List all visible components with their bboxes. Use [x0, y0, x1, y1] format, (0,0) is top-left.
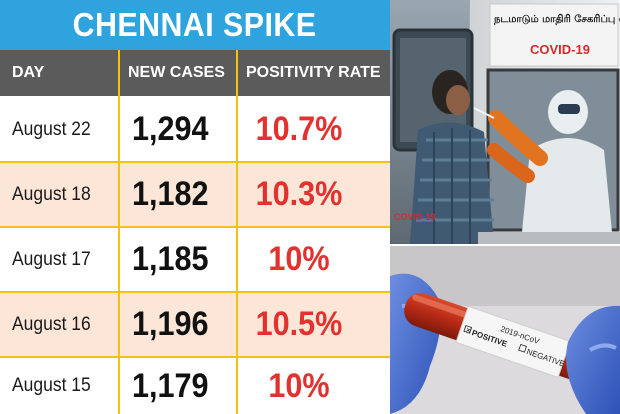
row-positivity-rate: 10.7%	[255, 110, 343, 148]
table-row: August 18 1,182 10.3%	[0, 163, 390, 226]
table-row: August 15 1,179 10%	[0, 358, 390, 414]
table-header: DAY NEW CASES POSITIVITY RATE	[0, 50, 390, 96]
svg-text:COVID-19: COVID-19	[394, 212, 436, 222]
row-day: August 18	[12, 183, 91, 205]
infographic-title-bar: CHENNAI SPIKE	[0, 0, 390, 50]
row-new-cases: 1,182	[132, 175, 209, 213]
swab-collection-photo: நடமாடும் மாதிரி சேகரிப்பு வ COVID-19 COV…	[390, 0, 620, 244]
table-row: August 17 1,185 10%	[0, 228, 390, 291]
header-day: DAY	[12, 64, 45, 81]
row-positivity-rate: 10%	[268, 366, 330, 405]
van-signage-tamil: நடமாடும் மாதிரி சேகரிப்பு வ	[493, 13, 620, 25]
row-day: August 22	[12, 118, 91, 140]
row-positivity-rate: 10.3%	[255, 175, 343, 213]
svg-text:✕: ✕	[464, 327, 472, 336]
row-new-cases: 1,179	[132, 366, 209, 405]
header-new-cases: NEW CASES	[128, 64, 225, 81]
photo-gap	[390, 244, 620, 246]
row-divider	[0, 161, 390, 163]
chennai-spike-infographic: CHENNAI SPIKE DAY NEW CASES POSITIVITY R…	[0, 0, 390, 414]
row-new-cases: 1,185	[132, 240, 209, 278]
test-tube-photo: 2019-nCoV ✕ POSITIVE NEGATIVE	[390, 246, 620, 414]
row-day: August 17	[12, 248, 91, 270]
row-divider	[0, 226, 390, 228]
row-new-cases: 1,294	[132, 110, 209, 148]
van-signage-covid-label: COVID-19	[530, 42, 590, 57]
row-day: August 16	[12, 313, 91, 335]
row-new-cases: 1,196	[132, 305, 209, 343]
row-positivity-rate: 10%	[268, 240, 330, 278]
row-day: August 15	[12, 375, 91, 396]
row-divider	[0, 356, 390, 358]
table-row: August 16 1,196 10.5%	[0, 293, 390, 356]
row-positivity-rate: 10.5%	[255, 305, 343, 343]
table-row: August 22 1,294 10.7%	[0, 98, 390, 161]
row-divider	[0, 291, 390, 293]
column-divider	[236, 50, 238, 414]
infographic-title: CHENNAI SPIKE	[73, 6, 317, 43]
column-divider	[118, 50, 120, 414]
header-positivity-rate: POSITIVITY RATE	[246, 64, 381, 81]
